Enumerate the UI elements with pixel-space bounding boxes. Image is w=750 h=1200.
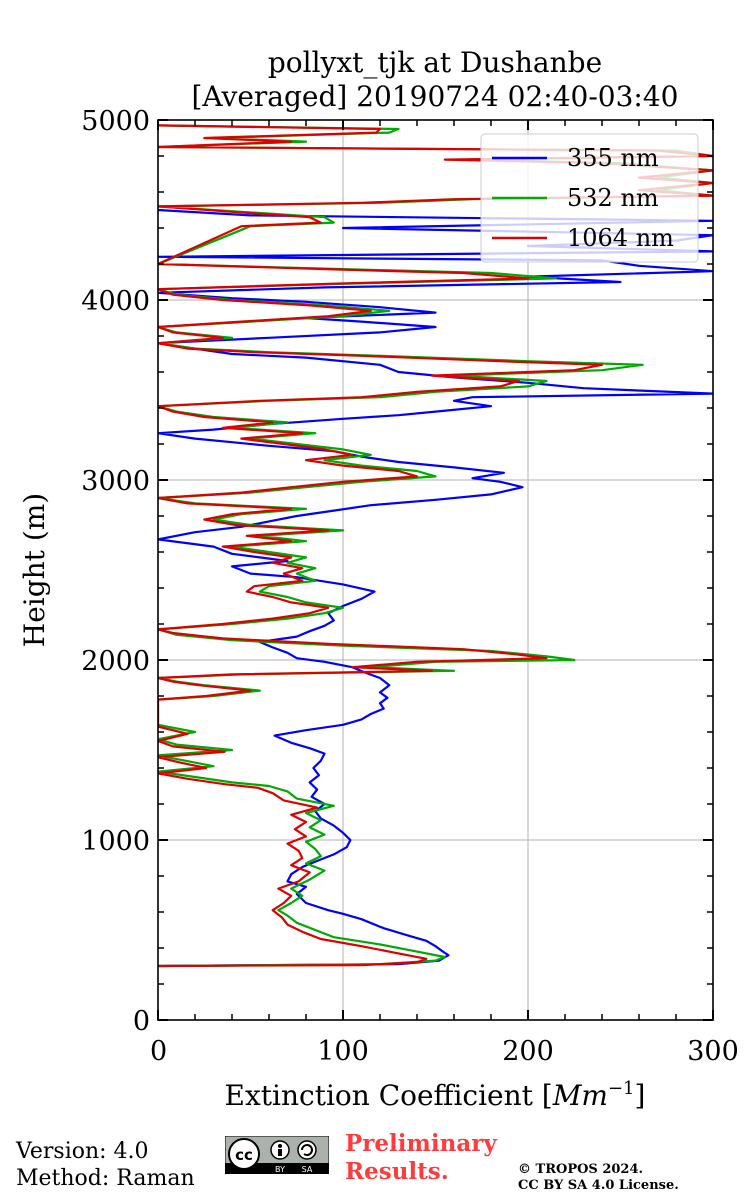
cc-license-badge: cc BY SA [225,1136,329,1174]
copyright-line-1: © TROPOS 2024. [518,1162,644,1177]
x-tick-label: 100 [317,1036,369,1067]
method-text: Method: Raman [16,1166,195,1191]
legend-label-2: 1064 nm [567,224,674,252]
preliminary-results-note: Preliminary Results. [345,1130,497,1186]
y-tick-label: 1000 [81,826,150,857]
chart-title: pollyxt_tjk at Dushanbe [268,46,602,79]
legend-label-0: 355 nm [567,144,659,172]
chart-subtitle: [Averaged] 20190724 02:40-03:40 [192,80,679,113]
version-info: Version: 4.0 Method: Raman [16,1138,195,1192]
series-line-2 [158,124,713,968]
legend-box [480,133,699,263]
y-tick-label: 2000 [81,646,150,677]
version-text: Version: 4.0 [16,1139,149,1164]
legend-label-1: 532 nm [567,184,659,212]
cc-circle-icon [228,1138,260,1170]
y-tick-label: 4000 [81,286,150,317]
y-axis-label: Height (m) [18,493,51,647]
y-tick-label: 0 [133,1006,150,1037]
preliminary-line-1: Preliminary [345,1130,497,1157]
by-text: BY [275,1165,285,1174]
sa-share-icon [297,1140,317,1160]
x-axis-label: Extinction Coefficient [Mm−1] [225,1078,646,1112]
sa-text: SA [302,1165,313,1174]
legend: 355 nm 532 nm 1064 nm [480,133,699,263]
series-line-1 [158,124,713,968]
preliminary-line-2: Results. [345,1158,449,1185]
copyright-note: © TROPOS 2024. CC BY SA 4.0 License. [518,1162,679,1194]
extinction-profile-chart: pollyxt_tjk at Dushanbe [Averaged] 20190… [18,46,739,1112]
y-tick-label: 3000 [81,466,150,497]
x-tick-label: 200 [502,1036,554,1067]
series-layer [158,124,713,968]
cc-text: cc [235,1146,253,1164]
copyright-line-2: CC BY SA 4.0 License. [518,1178,679,1193]
x-tick-label: 0 [150,1036,167,1067]
plot-frame [157,119,714,1021]
y-tick-label: 5000 [81,106,150,137]
series-line-0 [158,208,713,968]
x-tick-label: 300 [687,1036,739,1067]
